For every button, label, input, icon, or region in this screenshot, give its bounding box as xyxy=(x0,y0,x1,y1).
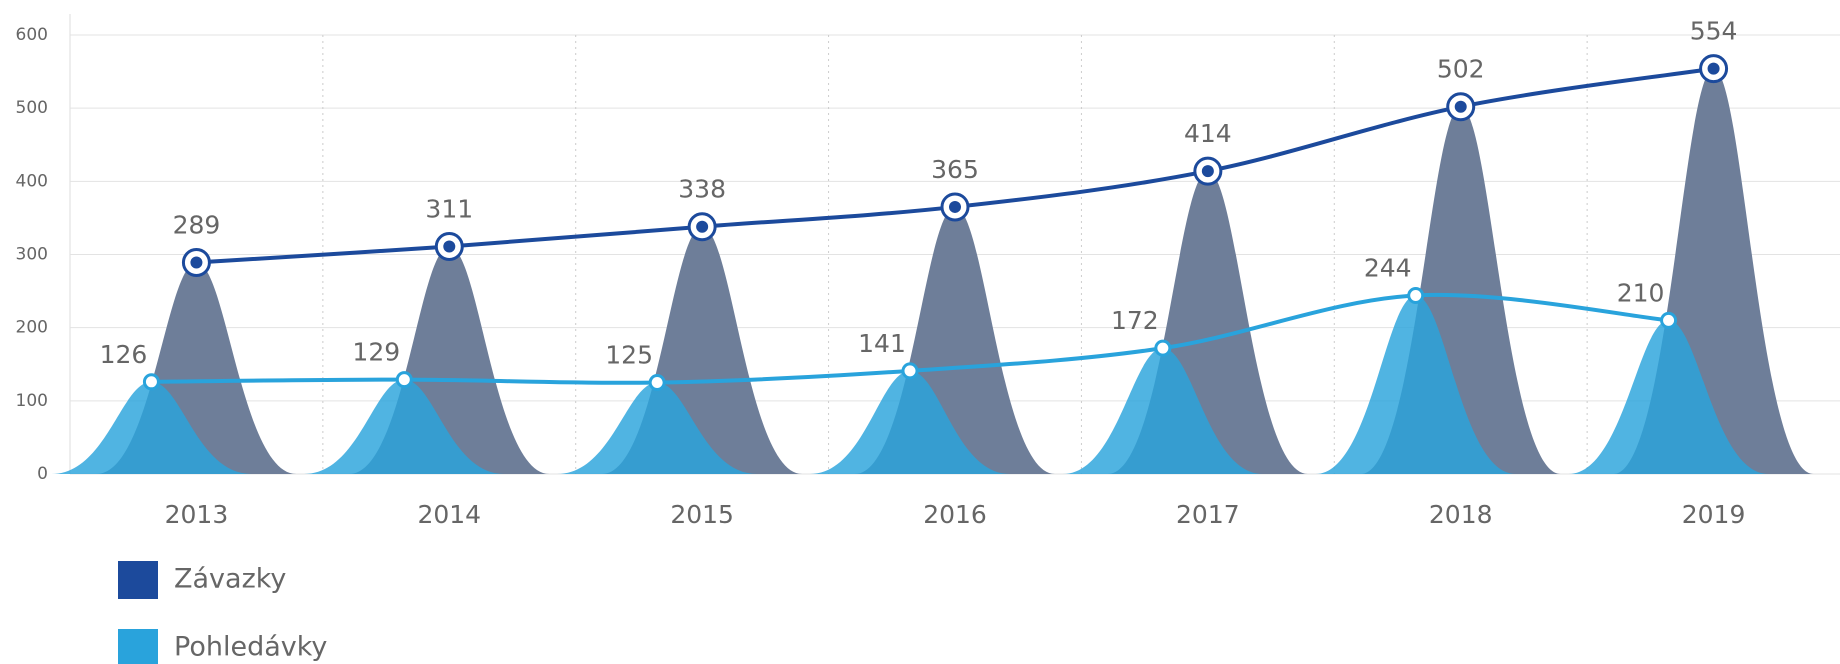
area-bell xyxy=(557,382,758,474)
area-bell xyxy=(1568,320,1769,474)
value-label: 125 xyxy=(605,341,653,370)
y-tick-label: 600 xyxy=(16,25,48,45)
value-label: 244 xyxy=(1364,253,1412,282)
value-label: 554 xyxy=(1690,17,1738,46)
area-bell xyxy=(304,379,505,474)
value-label: 502 xyxy=(1437,55,1485,84)
area-bell xyxy=(1315,295,1516,474)
value-label: 311 xyxy=(425,194,473,223)
y-tick-label: 400 xyxy=(16,171,48,191)
marker xyxy=(1660,311,1678,329)
value-label: 210 xyxy=(1617,278,1665,307)
area-bell xyxy=(1062,348,1263,474)
marker xyxy=(949,200,961,213)
marker xyxy=(1201,165,1214,178)
legend-label: Závazky xyxy=(174,564,286,595)
value-label: 141 xyxy=(858,329,906,358)
legend-swatch xyxy=(118,561,158,599)
x-tick-label: 2016 xyxy=(923,500,987,529)
x-tick-label: 2015 xyxy=(670,500,734,529)
marker xyxy=(696,220,709,233)
area-bell xyxy=(51,381,252,474)
x-tick-label: 2019 xyxy=(1682,500,1746,529)
x-tick-label: 2017 xyxy=(1176,500,1240,529)
marker xyxy=(1407,286,1425,304)
marker xyxy=(901,362,919,380)
y-tick-label: 200 xyxy=(16,318,48,338)
y-tick-label: 500 xyxy=(16,98,48,118)
marker xyxy=(395,371,413,389)
y-tick-label: 300 xyxy=(16,245,48,265)
value-label: 172 xyxy=(1111,306,1159,335)
area-bell xyxy=(810,370,1010,474)
value-label: 126 xyxy=(100,340,148,369)
marker xyxy=(1154,339,1172,357)
marker xyxy=(190,256,203,269)
x-tick-label: 2013 xyxy=(165,500,229,529)
marker xyxy=(648,374,666,392)
y-tick-label: 0 xyxy=(37,464,48,484)
legend-swatch xyxy=(118,629,158,664)
x-tick-label: 2018 xyxy=(1429,500,1493,529)
value-label: 289 xyxy=(173,211,221,240)
marker xyxy=(443,240,456,253)
legend-label: Pohledávky xyxy=(174,632,327,663)
x-tick-label: 2014 xyxy=(417,500,481,529)
marker xyxy=(142,373,160,391)
value-label: 414 xyxy=(1184,119,1232,148)
marker xyxy=(1454,100,1467,113)
y-tick-label: 100 xyxy=(16,391,48,411)
value-label: 129 xyxy=(352,338,400,367)
value-label: 365 xyxy=(931,155,979,184)
marker xyxy=(1707,62,1720,75)
value-label: 338 xyxy=(678,175,726,204)
